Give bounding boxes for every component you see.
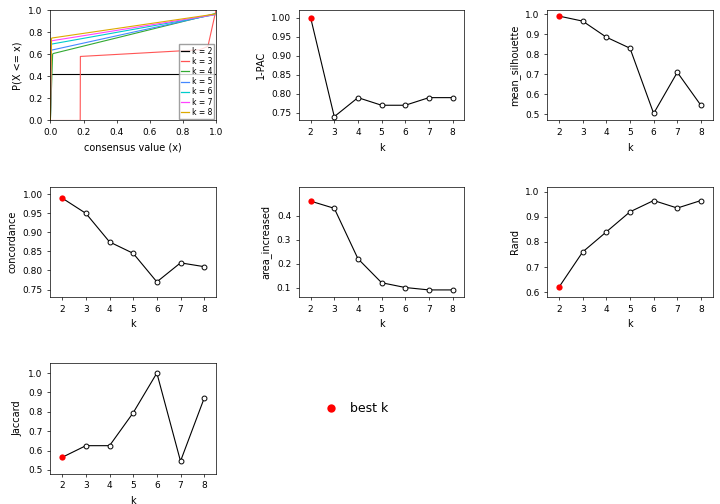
Y-axis label: 1-PAC: 1-PAC — [256, 51, 266, 80]
Y-axis label: P(X <= x): P(X <= x) — [13, 41, 23, 90]
Legend: k = 2, k = 3, k = 4, k = 5, k = 6, k = 7, k = 8: k = 2, k = 3, k = 4, k = 5, k = 6, k = 7… — [179, 44, 215, 119]
X-axis label: k: k — [130, 320, 136, 329]
Y-axis label: Jaccard: Jaccard — [13, 401, 23, 436]
Y-axis label: concordance: concordance — [7, 211, 17, 273]
X-axis label: k: k — [130, 496, 136, 504]
Legend: best k: best k — [313, 397, 393, 420]
X-axis label: k: k — [379, 143, 384, 153]
X-axis label: k: k — [627, 320, 633, 329]
X-axis label: consensus value (x): consensus value (x) — [84, 143, 182, 153]
Y-axis label: Rand: Rand — [510, 229, 520, 255]
Y-axis label: area_increased: area_increased — [261, 205, 271, 279]
Y-axis label: mean_silhouette: mean_silhouette — [509, 25, 520, 106]
X-axis label: k: k — [627, 143, 633, 153]
X-axis label: k: k — [379, 320, 384, 329]
